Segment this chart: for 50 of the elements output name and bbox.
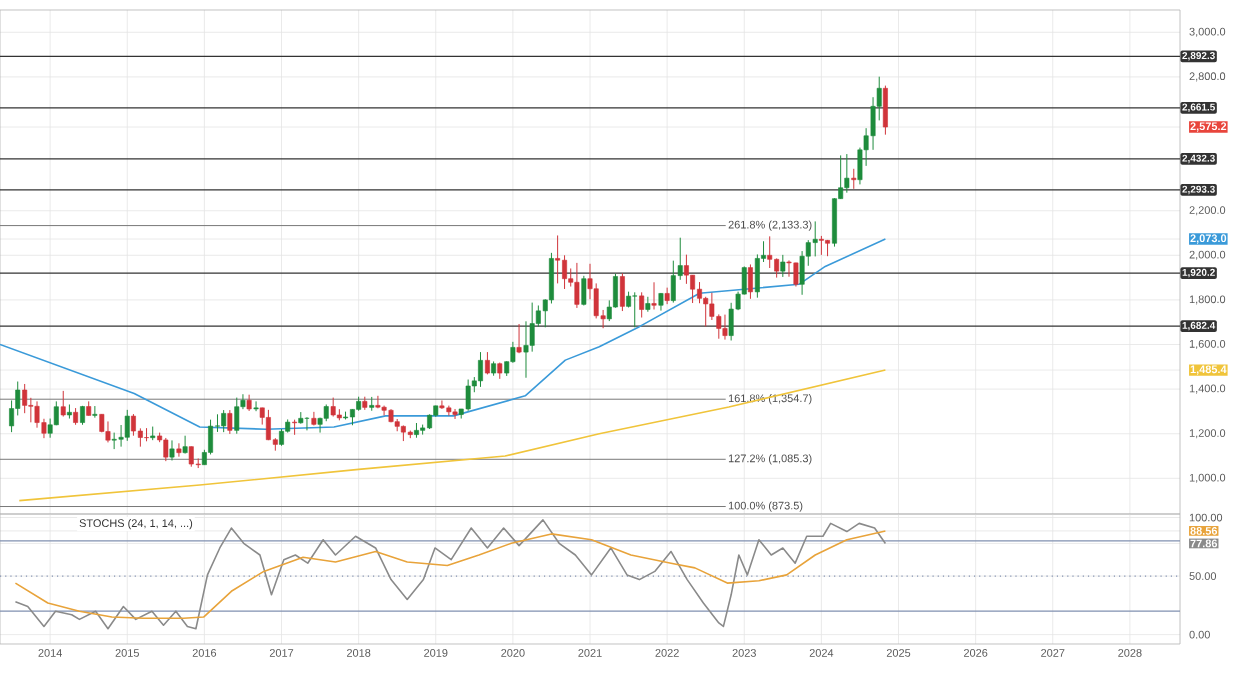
candlestick (747, 263, 753, 300)
candlestick (188, 445, 194, 468)
candlestick (111, 432, 117, 450)
candlestick (375, 395, 381, 409)
line-series (14, 530, 887, 620)
candlestick (105, 420, 111, 443)
candlestick (176, 442, 182, 458)
candlestick (882, 85, 888, 136)
line-series (14, 519, 887, 630)
candlestick (265, 409, 271, 441)
candlestick (670, 260, 676, 304)
candlestick (221, 409, 227, 433)
candlestick (555, 234, 561, 284)
candlestick (645, 296, 651, 313)
candlestick (163, 437, 169, 462)
candlestick (562, 254, 568, 290)
candlestick (619, 272, 625, 312)
candlestick (182, 435, 188, 455)
candlestick (651, 281, 657, 310)
candlestick (632, 291, 638, 328)
line-series (18, 369, 887, 502)
candlestick (548, 252, 554, 304)
candlestick (574, 262, 580, 309)
candlestick (227, 409, 233, 435)
candlestick (793, 262, 799, 288)
candlestick (844, 153, 850, 194)
candlestick (478, 351, 483, 388)
candlestick (234, 397, 240, 435)
candlestick (92, 405, 98, 419)
candlestick (639, 291, 645, 319)
candlestick (22, 383, 28, 414)
candlestick (169, 439, 175, 461)
candlestick (786, 259, 792, 278)
candlestick (780, 254, 786, 278)
candlestick (253, 400, 259, 412)
candlestick (664, 287, 670, 305)
candlestick (330, 397, 336, 418)
candlestick (144, 427, 149, 442)
candlestick (851, 168, 857, 190)
candlestick (130, 413, 136, 437)
candlestick (581, 275, 587, 306)
candlestick (683, 254, 689, 285)
candlestick (452, 408, 458, 420)
candlestick (465, 379, 471, 412)
candlestick (818, 235, 824, 256)
candlestick (774, 257, 780, 279)
candlestick (722, 314, 728, 341)
candlestick (516, 323, 522, 354)
candlestick (60, 390, 66, 418)
candlestick (124, 409, 130, 442)
